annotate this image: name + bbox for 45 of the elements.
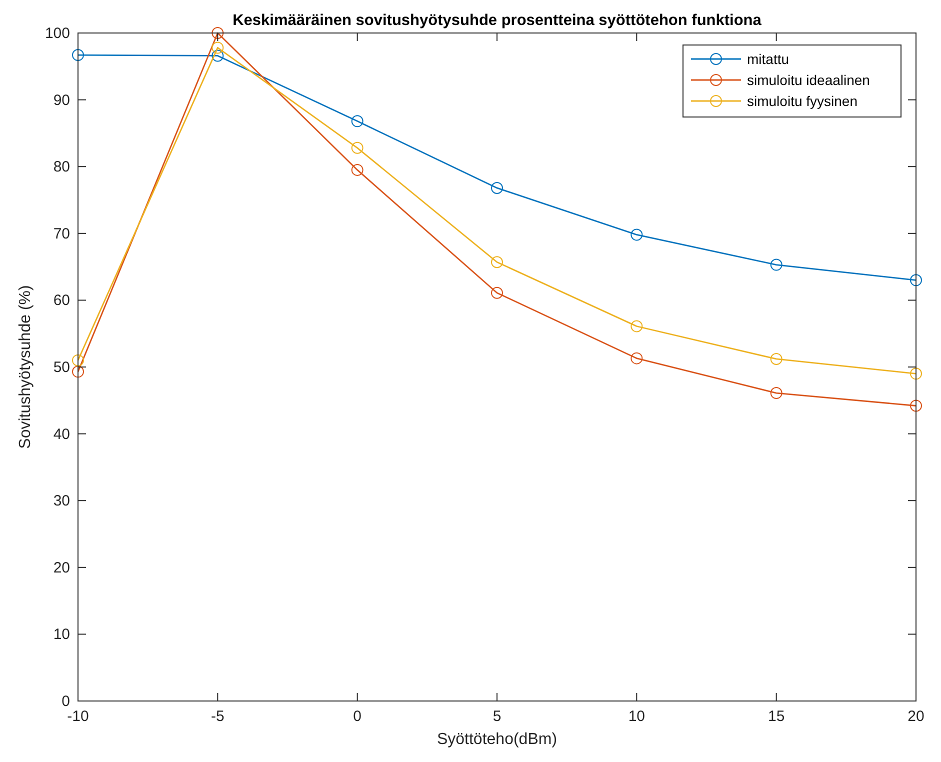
point — [770, 258, 782, 271]
point — [630, 352, 643, 364]
y-tick-label: 90 — [53, 92, 70, 109]
x-tick-label: 20 — [908, 708, 924, 725]
point — [491, 256, 503, 268]
point — [351, 142, 364, 154]
y-tick-label: 10 — [53, 626, 70, 644]
point — [491, 182, 503, 194]
y-tick-label: 100 — [44, 25, 70, 42]
point — [72, 49, 84, 62]
chart-title: Keskimääräinen sovitushyötysuhde prosentteina syöttötehon funktiona — [232, 12, 762, 29]
y-tick-label: 0 — [62, 693, 70, 710]
point — [212, 42, 224, 54]
point — [910, 368, 922, 380]
y-tick-label: 20 — [53, 559, 70, 576]
point — [351, 115, 364, 128]
point — [910, 400, 922, 412]
x-tick-label: 5 — [492, 708, 502, 725]
x-axis-title: Syöttöteho(dBm) — [436, 731, 558, 748]
x-tick-label: 0 — [353, 708, 362, 725]
y-tick-label: 60 — [53, 292, 70, 310]
y-tick-label: 40 — [53, 426, 70, 443]
x-tick-label: -5 — [210, 708, 224, 725]
point — [630, 320, 643, 332]
y-tick-label: 50 — [53, 359, 70, 376]
point — [72, 354, 84, 366]
point — [910, 274, 922, 286]
y-tick-label: 80 — [53, 158, 70, 176]
point — [351, 164, 364, 176]
legend-label: mitattu — [747, 51, 790, 67]
point — [770, 352, 782, 365]
legend-label: simuloitu fyysinen — [747, 93, 858, 109]
point — [491, 286, 503, 299]
y-axis-title: Sovitushyötysuhde (%) — [17, 285, 34, 449]
x-tick-label: -10 — [67, 708, 89, 725]
y-tick-label: 30 — [53, 492, 70, 510]
legend-label: simuloitu ideaalinen — [747, 72, 870, 88]
y-tick-label: 70 — [53, 225, 70, 242]
x-tick-label: 15 — [768, 708, 785, 725]
point — [212, 27, 224, 39]
point — [72, 366, 84, 378]
x-tick-label: 10 — [628, 708, 646, 725]
point — [212, 50, 224, 62]
point — [630, 228, 643, 241]
point — [770, 387, 782, 400]
